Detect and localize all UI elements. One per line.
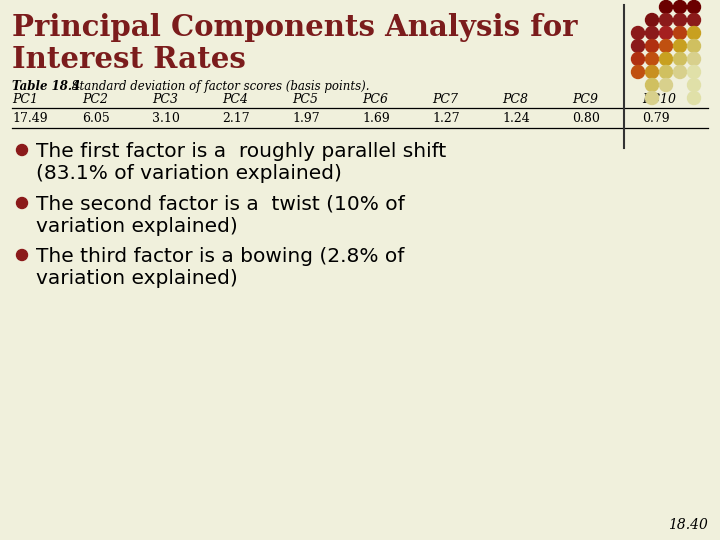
Circle shape bbox=[646, 78, 659, 91]
Text: 0.80: 0.80 bbox=[572, 112, 600, 125]
Circle shape bbox=[660, 39, 672, 52]
Text: PC3: PC3 bbox=[152, 93, 178, 106]
Text: PC9: PC9 bbox=[572, 93, 598, 106]
Text: The second factor is a  twist (10% of: The second factor is a twist (10% of bbox=[36, 195, 405, 214]
Text: Standard deviation of factor scores (basis points).: Standard deviation of factor scores (bas… bbox=[64, 80, 369, 93]
Text: PC6: PC6 bbox=[362, 93, 388, 106]
Circle shape bbox=[660, 52, 672, 65]
Text: 1.69: 1.69 bbox=[362, 112, 390, 125]
Circle shape bbox=[688, 14, 701, 26]
Circle shape bbox=[646, 65, 659, 78]
Text: 2.17: 2.17 bbox=[222, 112, 250, 125]
Text: 0.79: 0.79 bbox=[642, 112, 670, 125]
Circle shape bbox=[17, 198, 27, 208]
Text: PC7: PC7 bbox=[432, 93, 458, 106]
Circle shape bbox=[673, 39, 686, 52]
Circle shape bbox=[646, 39, 659, 52]
Circle shape bbox=[688, 39, 701, 52]
Circle shape bbox=[688, 91, 701, 105]
Text: 18.40: 18.40 bbox=[668, 518, 708, 532]
Text: Principal Components Analysis for: Principal Components Analysis for bbox=[12, 13, 577, 42]
Circle shape bbox=[646, 91, 659, 105]
Circle shape bbox=[660, 1, 672, 14]
Circle shape bbox=[660, 14, 672, 26]
Text: PC4: PC4 bbox=[222, 93, 248, 106]
Circle shape bbox=[631, 65, 644, 78]
Text: PC10: PC10 bbox=[642, 93, 676, 106]
Circle shape bbox=[646, 26, 659, 39]
Text: Table 18.4: Table 18.4 bbox=[12, 80, 80, 93]
Circle shape bbox=[673, 52, 686, 65]
Text: (83.1% of variation explained): (83.1% of variation explained) bbox=[36, 164, 342, 183]
Circle shape bbox=[660, 26, 672, 39]
Text: 3.10: 3.10 bbox=[152, 112, 180, 125]
Circle shape bbox=[646, 52, 659, 65]
Circle shape bbox=[17, 145, 27, 156]
Circle shape bbox=[646, 14, 659, 26]
Circle shape bbox=[631, 52, 644, 65]
Text: PC2: PC2 bbox=[82, 93, 108, 106]
Text: 1.24: 1.24 bbox=[502, 112, 530, 125]
Circle shape bbox=[673, 65, 686, 78]
Text: PC1: PC1 bbox=[12, 93, 38, 106]
Text: PC5: PC5 bbox=[292, 93, 318, 106]
Circle shape bbox=[660, 78, 672, 91]
Text: The first factor is a  roughly parallel shift: The first factor is a roughly parallel s… bbox=[36, 142, 446, 161]
Text: variation explained): variation explained) bbox=[36, 217, 238, 236]
Text: 6.05: 6.05 bbox=[82, 112, 109, 125]
Circle shape bbox=[631, 39, 644, 52]
Circle shape bbox=[688, 1, 701, 14]
Text: 1.27: 1.27 bbox=[432, 112, 459, 125]
Circle shape bbox=[688, 52, 701, 65]
Circle shape bbox=[673, 26, 686, 39]
Circle shape bbox=[631, 26, 644, 39]
Circle shape bbox=[673, 14, 686, 26]
Text: variation explained): variation explained) bbox=[36, 269, 238, 288]
Circle shape bbox=[673, 1, 686, 14]
Circle shape bbox=[660, 65, 672, 78]
Circle shape bbox=[688, 65, 701, 78]
Circle shape bbox=[17, 249, 27, 260]
Circle shape bbox=[688, 78, 701, 91]
Text: 1.97: 1.97 bbox=[292, 112, 320, 125]
Text: The third factor is a bowing (2.8% of: The third factor is a bowing (2.8% of bbox=[36, 247, 405, 266]
Text: 17.49: 17.49 bbox=[12, 112, 48, 125]
Text: PC8: PC8 bbox=[502, 93, 528, 106]
Text: Interest Rates: Interest Rates bbox=[12, 45, 246, 74]
Circle shape bbox=[688, 26, 701, 39]
